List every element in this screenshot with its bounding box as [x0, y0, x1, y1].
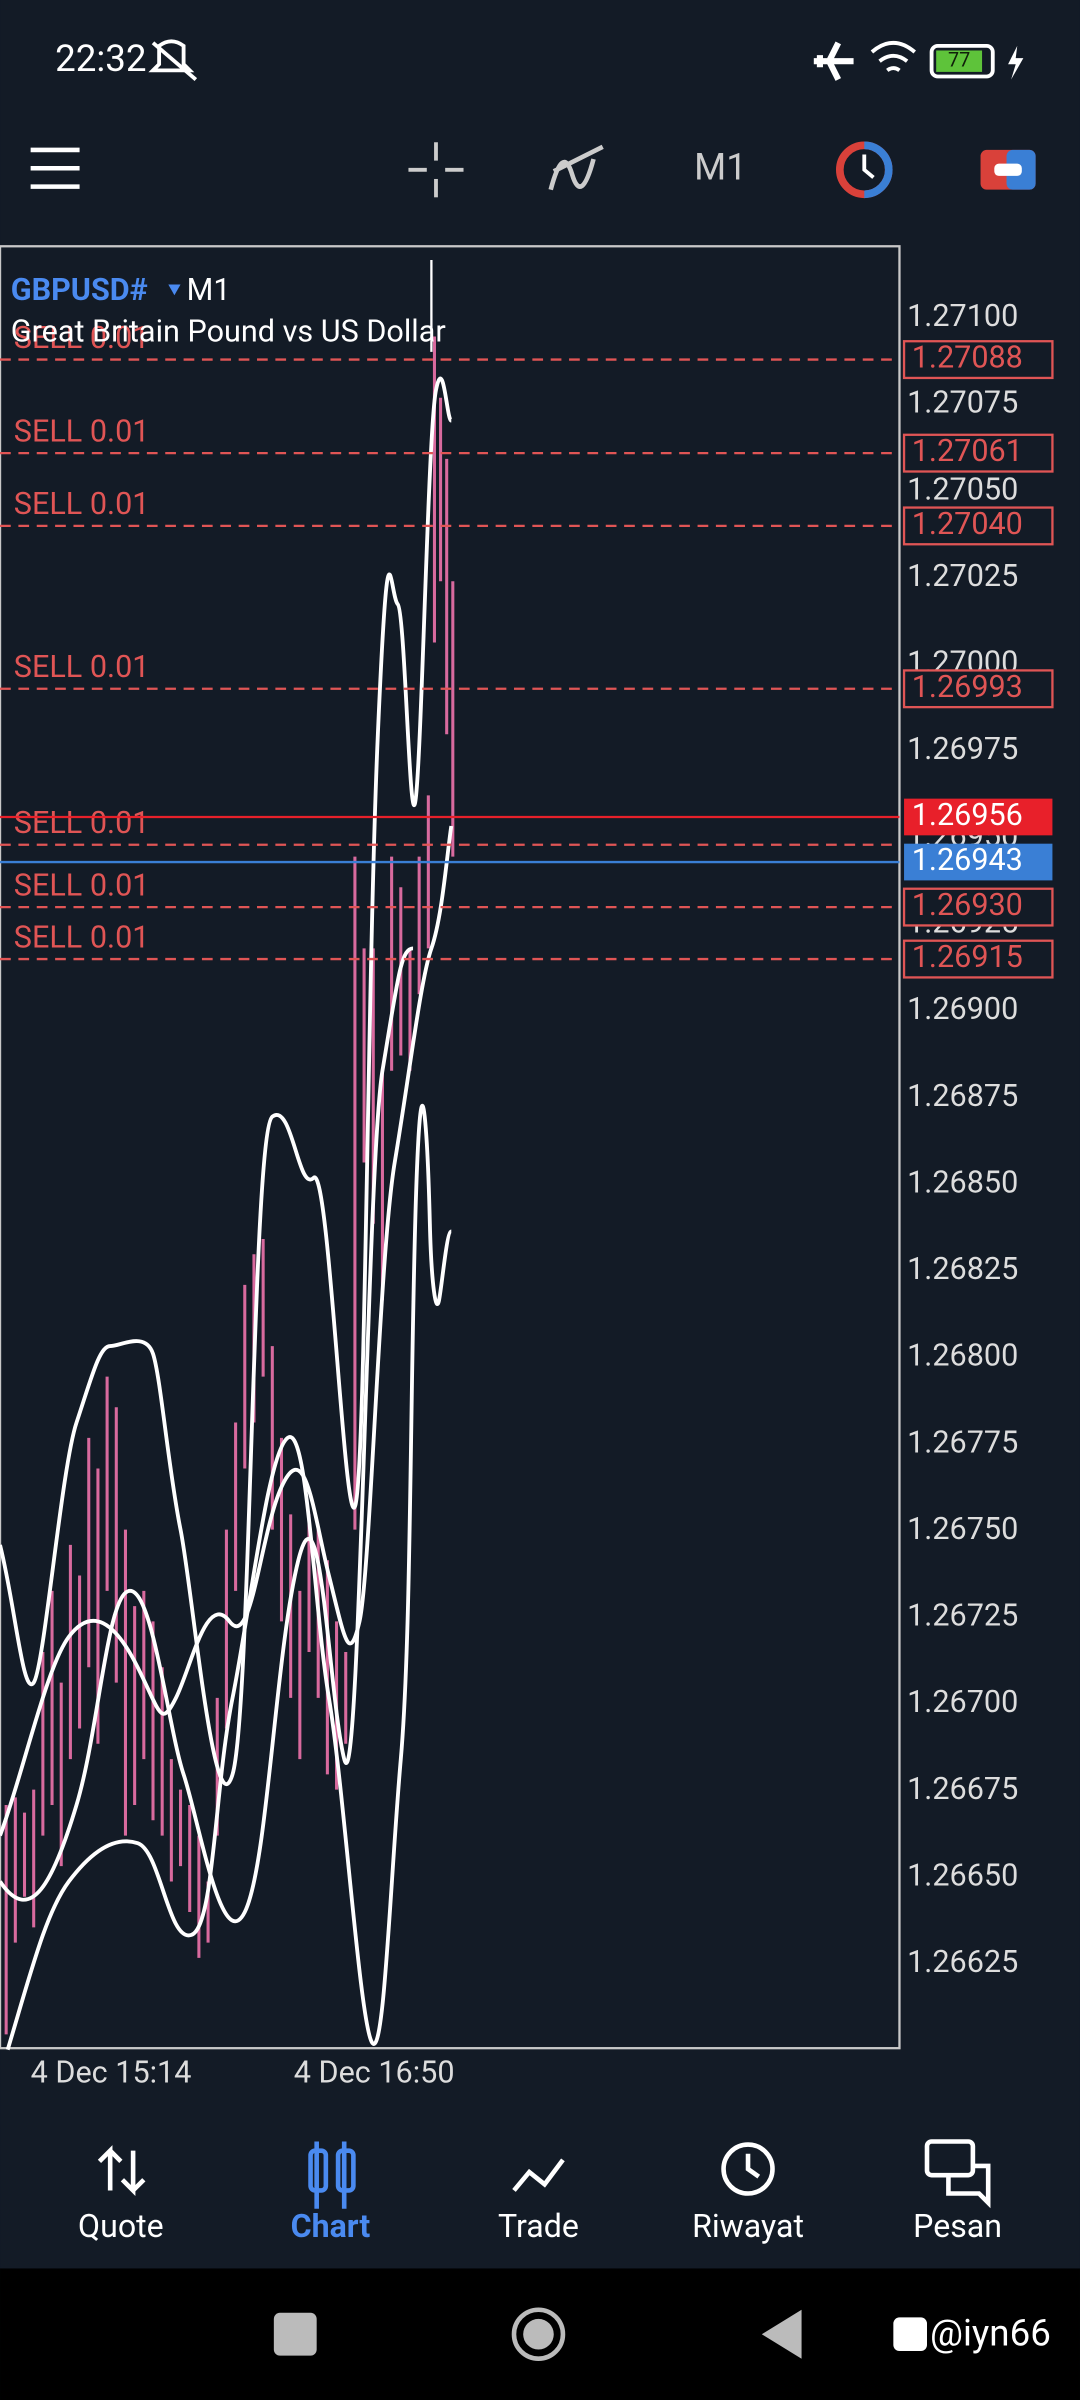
price-tick-label: 1.27050 — [907, 472, 1018, 507]
ask-price-label: 1.26943 — [912, 843, 1023, 878]
chart-timeframe: M1 — [187, 273, 231, 308]
order-price-box — [902, 506, 1054, 546]
price-axis: 1.271001.270751.270501.270251.270001.269… — [902, 299, 1054, 1980]
mute-icon — [148, 39, 195, 73]
symbol-description: Great Britain Pound vs US Dollar — [11, 315, 446, 350]
order-label: SELL 0.01 — [14, 806, 150, 841]
nav-label[interactable]: Chart — [291, 2207, 371, 2245]
order-label: SELL 0.01 — [14, 487, 150, 522]
order-price-box — [902, 939, 1054, 979]
price-tick-label: 1.26775 — [907, 1425, 1018, 1460]
price-tick-label: 1.26900 — [907, 992, 1018, 1027]
charging-icon — [1008, 45, 1024, 80]
price-tick-label: 1.26725 — [907, 1599, 1018, 1634]
crosshair-button[interactable] — [408, 142, 464, 198]
battery-outline — [929, 43, 995, 79]
recents-button[interactable] — [273, 2312, 317, 2356]
price-tick-label: 1.26750 — [907, 1512, 1018, 1547]
price-tick-label: 1.26700 — [907, 1685, 1018, 1720]
ask-price-box — [904, 843, 1053, 881]
menu-button[interactable] — [30, 147, 80, 189]
nav-label[interactable]: Quote — [78, 2207, 164, 2245]
home-button[interactable] — [511, 2307, 566, 2361]
bottom-nav: Quote Chart Trade Riwayat Pesan — [78, 2207, 1002, 2245]
indicator-line — [0, 825, 454, 1837]
mute-slash — [151, 41, 198, 81]
order-price-box — [902, 340, 1054, 380]
airplane-icon — [813, 41, 854, 81]
clock: 22:32 — [55, 37, 146, 80]
nav-label[interactable]: Trade — [498, 2207, 579, 2245]
order-price-label: 1.27040 — [912, 507, 1023, 542]
order-label: SELL 0.01 — [14, 920, 150, 955]
order-price-box — [902, 887, 1054, 927]
battery-fill — [936, 50, 983, 72]
time-label: 4 Dec 15:14 — [31, 2055, 192, 2090]
order-price-label: 1.26915 — [912, 940, 1023, 975]
order-lines: SELL 0.01 SELL 0.01 SELL 0.01 SELL 0.01 SELL… — [0, 321, 900, 961]
order-price-label: 1.27088 — [912, 341, 1023, 376]
wifi-icon — [870, 40, 917, 72]
bid-price-box — [904, 798, 1053, 836]
order-price-box — [902, 433, 1054, 473]
nav-label[interactable]: Riwayat — [692, 2207, 804, 2245]
time-label: 4 Dec 16:50 — [294, 2055, 455, 2090]
price-tick-label: 1.26675 — [907, 1772, 1018, 1807]
order-label: SELL 0.01 — [14, 321, 150, 356]
chart: SELL 0.01 SELL 0.01 SELL 0.01 SELL 0.01 SELL… — [0, 245, 1054, 2090]
price-tick-label: 1.27075 — [907, 386, 1018, 421]
indicator-line — [0, 376, 454, 1786]
price-tick-label: 1.26650 — [907, 1858, 1018, 1893]
price-tick-label: 1.26625 — [907, 1945, 1018, 1980]
trade-button[interactable] — [835, 141, 893, 199]
price-tick-label: 1.27025 — [907, 559, 1018, 594]
facebook-icon — [893, 2317, 927, 2352]
price-tick-label: 1.26875 — [907, 1079, 1018, 1114]
order-label: SELL 0.01 — [14, 868, 150, 903]
price-tick-label: 1.26975 — [907, 732, 1018, 767]
back-button[interactable] — [761, 2309, 802, 2359]
nav-icons — [97, 2139, 991, 2209]
price-tick-label: 1.26800 — [907, 1339, 1018, 1374]
symbol[interactable]: GBPUSD# — [11, 273, 148, 308]
watermark: @iyn66 — [930, 2311, 1051, 2354]
order-price-label: 1.27061 — [912, 434, 1023, 469]
order-price-box — [902, 669, 1054, 709]
order-price-label: 1.26993 — [912, 670, 1023, 705]
indicators-button[interactable] — [548, 144, 604, 191]
symbol-dropdown[interactable] — [168, 284, 181, 296]
nav-label[interactable]: Pesan — [913, 2207, 1002, 2245]
order-label: SELL 0.01 — [14, 414, 150, 449]
timeframe-button[interactable]: M1 — [694, 145, 747, 188]
indicator-line — [5, 1103, 454, 2051]
price-tick-label: 1.27100 — [907, 299, 1018, 334]
price-tick-label: 1.26850 — [907, 1165, 1018, 1200]
order-label: SELL 0.01 — [14, 650, 150, 685]
price-tick-label: 1.26825 — [907, 1252, 1018, 1287]
order-price-label: 1.26930 — [912, 888, 1023, 923]
indicator-line — [0, 946, 414, 1924]
status-icons — [148, 39, 995, 81]
chart-frame — [0, 245, 901, 2050]
bid-price-label: 1.26956 — [912, 798, 1023, 833]
one-click-button[interactable] — [980, 149, 1036, 190]
battery-level: 77 — [948, 48, 970, 71]
